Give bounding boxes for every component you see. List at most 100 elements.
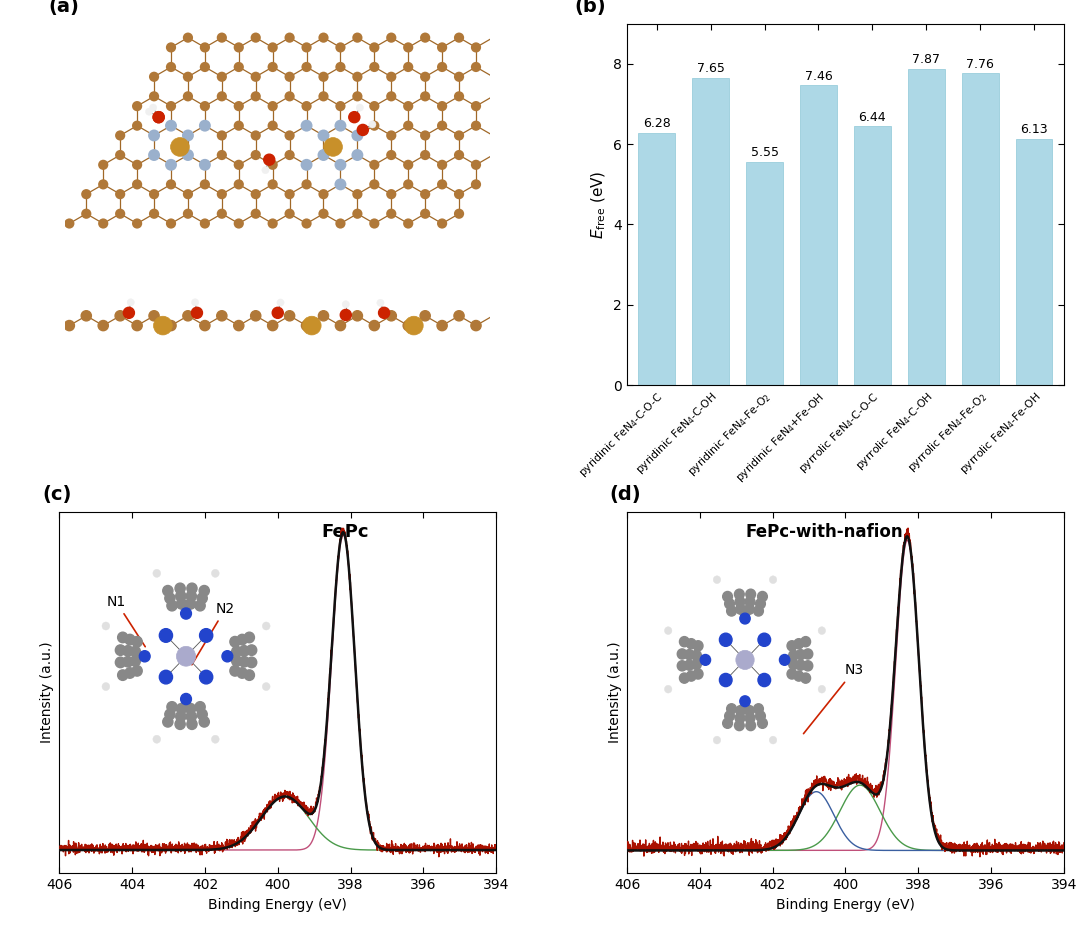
Circle shape [351,129,363,142]
Circle shape [335,320,346,330]
Circle shape [319,189,328,199]
Circle shape [217,92,227,101]
Circle shape [217,72,227,82]
Circle shape [387,189,396,199]
Circle shape [233,121,244,131]
Circle shape [302,316,321,335]
Circle shape [369,179,379,190]
Circle shape [183,92,193,101]
Bar [962,74,999,385]
Circle shape [324,138,342,157]
Circle shape [149,104,157,111]
Circle shape [284,150,295,160]
Circle shape [251,92,261,101]
Bar [908,69,945,385]
Circle shape [420,130,430,141]
Circle shape [166,101,176,111]
Circle shape [264,154,274,165]
Circle shape [284,72,295,82]
Circle shape [284,209,295,219]
Circle shape [116,150,125,160]
Text: 5.55: 5.55 [751,146,779,160]
Circle shape [191,298,199,306]
Circle shape [217,130,227,141]
Text: (b): (b) [575,0,606,16]
Circle shape [420,72,430,82]
Circle shape [420,189,430,199]
Circle shape [403,179,414,190]
Circle shape [368,121,376,128]
Circle shape [420,92,430,101]
Circle shape [149,311,159,321]
Circle shape [349,111,360,123]
Circle shape [268,121,278,131]
Circle shape [301,101,312,111]
Circle shape [183,32,193,42]
Circle shape [268,218,278,228]
Circle shape [454,209,464,219]
Circle shape [251,32,261,42]
Circle shape [166,42,176,53]
Circle shape [284,311,295,321]
Circle shape [319,209,328,219]
Circle shape [116,209,125,219]
Circle shape [146,108,152,115]
Circle shape [319,92,328,101]
Circle shape [268,179,278,190]
Circle shape [132,101,143,111]
Circle shape [471,101,481,111]
Circle shape [268,320,278,330]
Circle shape [98,320,108,330]
Circle shape [301,218,312,228]
Circle shape [369,62,379,72]
Circle shape [200,320,210,330]
Circle shape [454,92,464,101]
Circle shape [420,150,430,160]
Circle shape [352,189,363,199]
Circle shape [251,72,261,82]
Circle shape [352,72,363,82]
Circle shape [166,62,176,72]
Circle shape [454,189,464,199]
Text: 7.65: 7.65 [697,62,725,75]
Circle shape [132,121,143,131]
Circle shape [183,129,194,142]
Circle shape [233,160,244,170]
Circle shape [471,160,481,170]
Text: FePc-with-nafion: FePc-with-nafion [745,523,903,541]
Circle shape [301,320,312,330]
Circle shape [233,320,244,330]
Circle shape [200,179,210,190]
Circle shape [335,120,347,131]
Circle shape [403,121,414,131]
Circle shape [200,218,210,228]
Circle shape [116,189,125,199]
Circle shape [335,101,346,111]
Circle shape [454,72,464,82]
Circle shape [149,189,159,199]
Circle shape [64,320,75,330]
Circle shape [420,311,430,321]
Circle shape [471,179,481,190]
Circle shape [369,160,379,170]
Circle shape [183,209,193,219]
Circle shape [251,150,261,160]
Circle shape [166,218,176,228]
Circle shape [200,101,210,111]
Circle shape [153,316,173,335]
Text: 6.44: 6.44 [859,110,887,124]
Circle shape [387,130,396,141]
Bar [854,126,891,385]
Circle shape [369,121,379,131]
Circle shape [272,308,283,318]
Text: 6.13: 6.13 [1021,123,1048,136]
Text: (c): (c) [42,485,71,504]
Circle shape [251,311,261,321]
Circle shape [165,120,177,131]
Circle shape [369,320,379,330]
Circle shape [420,209,430,219]
Circle shape [166,179,176,190]
Circle shape [300,120,312,131]
Circle shape [454,150,464,160]
Circle shape [471,320,481,330]
